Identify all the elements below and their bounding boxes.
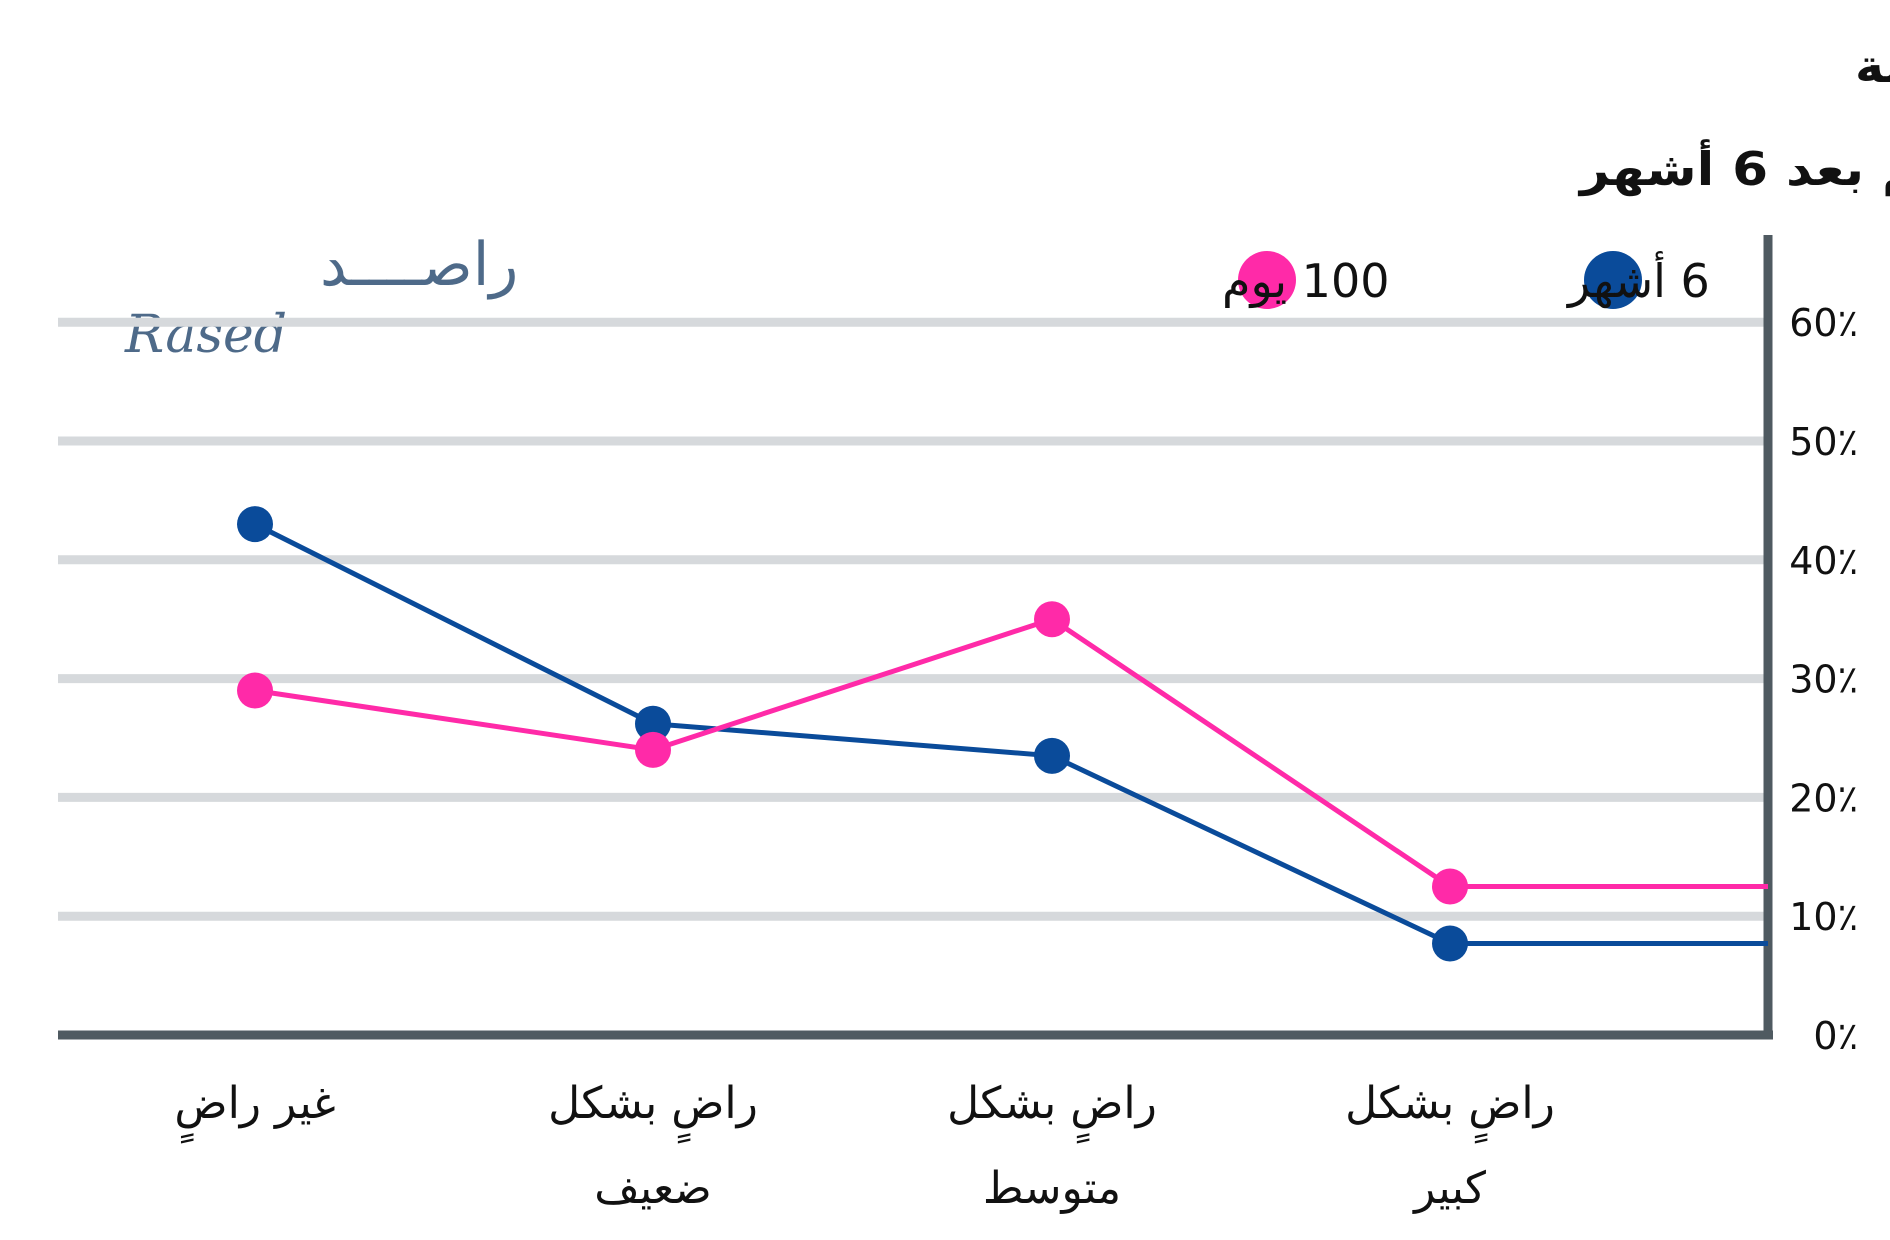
data-point <box>1034 601 1070 638</box>
x-category-label: راضٍ بشكل متوسط <box>947 1078 1157 1214</box>
y-axis-tick-labels: 0٪ 10٪ 20٪ 30٪ 40٪ 50٪ 60٪ <box>1789 301 1858 1058</box>
legend-label: 100 يوم <box>1222 254 1389 309</box>
x-category-label-line: راضٍ بشكل <box>1345 1078 1555 1144</box>
y-tick-label: 0٪ <box>1813 1014 1858 1058</box>
data-point <box>635 705 671 742</box>
x-category-label-line: متوسط <box>983 1163 1121 1214</box>
series-line <box>253 521 1768 947</box>
series-0 <box>237 601 1768 905</box>
series-lines <box>237 506 1768 962</box>
x-category-label-line: غير راضٍ <box>174 1078 335 1144</box>
data-point <box>1034 737 1070 774</box>
chart-title-line-2: مع جائحة كورونا بعد 100 يوم ورضاهم بعد 6… <box>1578 139 1890 196</box>
axes <box>58 235 1773 1040</box>
rased-logo-latin: Rased <box>124 305 287 365</box>
legend-label: 6 أشهر <box>1566 251 1710 309</box>
x-category-label-line: راضٍ بشكل <box>947 1078 1157 1144</box>
legend-item: 100 يوم <box>1222 251 1389 309</box>
data-point <box>1432 868 1468 905</box>
y-tick-label: 20٪ <box>1789 776 1858 820</box>
chart-title: الشكل رقم (13): مقارنة رضى الأردنيين عن … <box>1578 38 1890 196</box>
x-category-label-line: كبير <box>1412 1163 1486 1214</box>
y-tick-label: 60٪ <box>1789 301 1858 345</box>
y-tick-label: 40٪ <box>1789 539 1858 583</box>
x-category-label: راضٍ بشكل ضعيف <box>548 1078 758 1214</box>
legend-marker <box>1584 251 1642 309</box>
legend: 6 أشهر 100 يوم <box>1222 251 1710 309</box>
data-point <box>237 672 273 709</box>
chart-title-line-1: الشكل رقم (13): مقارنة رضى الأردنيين عن … <box>1855 38 1890 93</box>
x-category-label: راضٍ بشكل كبير <box>1345 1078 1555 1214</box>
legend-item: 6 أشهر <box>1566 251 1710 309</box>
legend-marker <box>1238 251 1296 309</box>
y-tick-label: 10٪ <box>1789 895 1858 939</box>
rased-logo-arabic: راصــــد <box>320 230 518 300</box>
x-category-label-line: ضعيف <box>594 1163 711 1214</box>
data-point <box>1432 925 1468 962</box>
x-category-label: غير راضٍ <box>174 1078 335 1144</box>
series-1 <box>237 506 1768 962</box>
data-point <box>635 731 671 768</box>
rased-logo: راصــــد Rased <box>124 230 518 365</box>
data-point <box>237 506 273 543</box>
x-category-label-line: راضٍ بشكل <box>548 1078 758 1144</box>
gridlines <box>58 317 1768 921</box>
y-tick-label: 30٪ <box>1789 658 1858 702</box>
y-tick-label: 50٪ <box>1789 420 1858 464</box>
